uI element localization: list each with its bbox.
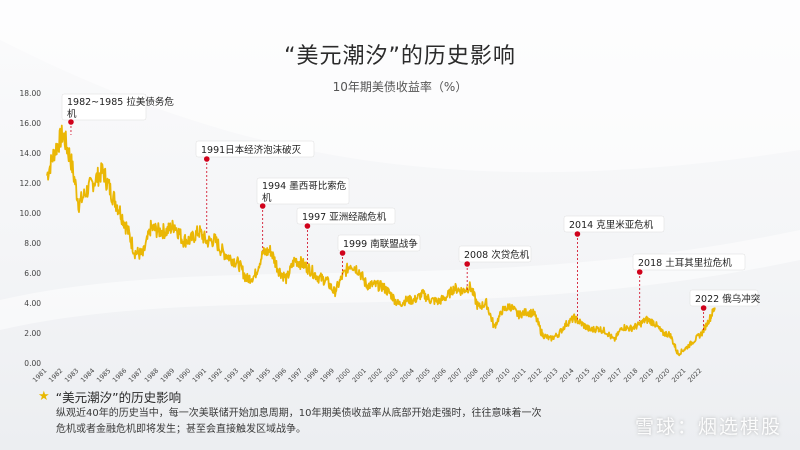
annotation-label: 1991日本经济泡沫破灭 xyxy=(201,144,302,156)
annotation-marker xyxy=(636,269,643,275)
x-tick-label: 1981 xyxy=(31,367,48,384)
x-tick-label: 2007 xyxy=(446,367,463,384)
annotation-label: 2014 克里米亚危机 xyxy=(569,219,654,231)
x-tick-label: 1999 xyxy=(319,367,336,384)
annotation-marker xyxy=(464,261,470,267)
x-tick-label: 2005 xyxy=(414,367,431,384)
annotation-marker xyxy=(574,231,581,237)
annotation-marker xyxy=(700,305,707,311)
x-tick-label: 2020 xyxy=(654,367,671,384)
x-tick-label: 2001 xyxy=(351,367,368,384)
x-tick-label: 1982 xyxy=(47,367,64,384)
x-tick-label: 1988 xyxy=(143,367,160,384)
y-tick-label: 4.00 xyxy=(24,299,41,308)
y-tick-label: 14.00 xyxy=(20,149,42,158)
annotation-marker xyxy=(259,203,266,209)
note-title: “美元潮汐”的历史影响 xyxy=(55,390,182,405)
x-tick-label: 2000 xyxy=(335,367,352,384)
annotation-label: 1999 南联盟战争 xyxy=(343,238,418,250)
annotation-marker xyxy=(203,156,210,162)
x-tick-label: 2002 xyxy=(367,367,384,384)
x-tick-label: 2012 xyxy=(526,367,543,384)
annotation-box xyxy=(337,234,421,252)
x-tick-label: 2003 xyxy=(383,367,400,384)
x-tick-label: 1998 xyxy=(303,367,320,384)
x-tick-label: 1991 xyxy=(191,367,208,384)
star-icon: ★ xyxy=(38,389,50,404)
annotation-box xyxy=(256,177,350,205)
y-tick-label: 10.00 xyxy=(20,209,42,218)
annotation-box xyxy=(458,245,532,263)
annotation-marker xyxy=(339,250,346,256)
y-tick-label: 6.00 xyxy=(24,269,41,278)
x-tick-label: 1990 xyxy=(175,367,192,384)
y-tick-label: 18.00 xyxy=(20,89,42,98)
note-line-1: 纵观近40年的历史当中，每一次美联储开始加息周期，10年期美债收益率从底部开始走… xyxy=(56,408,542,419)
x-tick-label: 1992 xyxy=(207,367,224,384)
y-tick-label: 16.00 xyxy=(20,119,42,128)
annotation-marker xyxy=(68,119,74,125)
page-title: “美元潮汐”的历史影响 xyxy=(284,44,516,69)
annotation-box xyxy=(563,215,665,233)
note-line-2: 危机或者金融危机即将发生；甚至会直接触发区域战争。 xyxy=(56,424,306,435)
chart-subtitle: 10年期美债收益率（%） xyxy=(332,80,468,94)
annotation-label-wrap: 机 xyxy=(262,192,272,204)
annotation-label: 2008 次贷危机 xyxy=(464,249,530,261)
yield-series-line xyxy=(46,124,716,357)
x-tick-label: 2011 xyxy=(510,367,527,384)
y-tick-label: 0.00 xyxy=(24,359,41,368)
x-tick-label: 2009 xyxy=(478,367,495,384)
x-tick-label: 1996 xyxy=(271,367,288,384)
x-tick-label: 2016 xyxy=(590,367,607,384)
annotation-label: 1997 亚洲经融危机 xyxy=(302,211,387,223)
annotation-box xyxy=(195,140,315,158)
x-tick-label: 2022 xyxy=(686,367,703,384)
x-tick-label: 2018 xyxy=(622,367,639,384)
annotation-box xyxy=(689,289,759,307)
x-tick-label: 1984 xyxy=(79,367,96,384)
x-tick-label: 2017 xyxy=(606,367,623,384)
annotation-box xyxy=(296,207,396,225)
annotation-label-wrap: 机 xyxy=(67,108,77,120)
y-tick-label: 2.00 xyxy=(24,329,41,338)
annotation-label: 1982~1985 拉美债务危 xyxy=(67,96,174,108)
x-tick-label: 1993 xyxy=(223,367,240,384)
x-tick-label: 2008 xyxy=(462,367,479,384)
x-tick-label: 1986 xyxy=(111,367,128,384)
x-tick-label: 1995 xyxy=(255,367,272,384)
x-tick-label: 1994 xyxy=(239,367,256,384)
x-tick-label: 2015 xyxy=(574,367,591,384)
annotation-label: 2022 俄乌冲突 xyxy=(695,293,761,305)
x-tick-label: 1997 xyxy=(287,367,304,384)
annotation-box xyxy=(632,253,746,271)
watermark: 雪球：烟选棋股 xyxy=(634,416,782,438)
y-tick-label: 12.00 xyxy=(20,179,42,188)
x-tick-label: 1989 xyxy=(159,367,176,384)
annotation-marker xyxy=(304,223,311,229)
x-tick-label: 2010 xyxy=(494,367,511,384)
note-heading: ★ “美元潮汐”的历史影响 xyxy=(38,387,181,406)
annotation-label: 1994 墨西哥比索危 xyxy=(262,180,347,192)
x-tick-label: 1985 xyxy=(95,367,112,384)
x-tick-label: 1983 xyxy=(63,367,80,384)
x-tick-label: 2006 xyxy=(430,367,447,384)
annotation-box xyxy=(61,93,147,121)
x-tick-label: 1987 xyxy=(127,367,144,384)
x-tick-label: 2004 xyxy=(399,367,416,384)
x-tick-label: 2014 xyxy=(558,367,575,384)
note-text: 纵观近40年的历史当中，每一次美联储开始加息周期，10年期美债收益率从底部开始走… xyxy=(56,406,576,438)
x-tick-label: 2019 xyxy=(638,367,655,384)
y-tick-label: 8.00 xyxy=(24,239,41,248)
x-tick-label: 2021 xyxy=(670,367,687,384)
annotation-label: 2018 土耳其里拉危机 xyxy=(638,257,732,269)
x-tick-label: 2013 xyxy=(542,367,559,384)
